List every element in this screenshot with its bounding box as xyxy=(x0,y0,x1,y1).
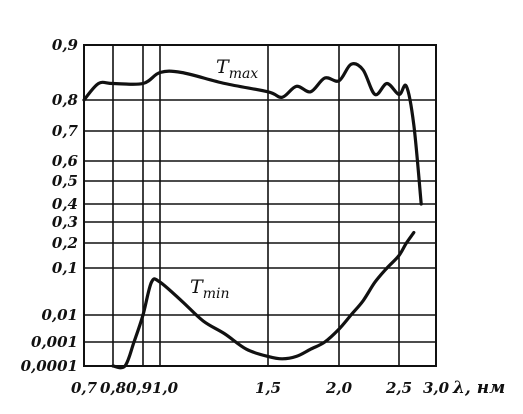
series-label-tmax: Tmax xyxy=(216,56,258,82)
grid xyxy=(83,44,437,367)
y-tick-label: 0,0001 xyxy=(21,357,78,375)
y-tick-label: 0,8 xyxy=(52,91,79,109)
y-tick-label: 0,2 xyxy=(52,234,78,252)
y-tick-label: 0,4 xyxy=(52,195,78,213)
x-tick-labels: 0,7 0,8 0,9 1,0 1,5 2,0 2,5 3,0 xyxy=(71,379,450,397)
y-tick-label: 0,3 xyxy=(52,213,78,231)
y-tick-labels: 0,0001 0,001 0,01 0,1 0,2 0,30,4 0,5 0,6 0,7 0,8 0… xyxy=(21,36,79,375)
x-tick-label: 1,5 xyxy=(255,379,281,397)
y-tick-label: 0,01 xyxy=(41,306,78,324)
y-tick-label: 0,6 xyxy=(52,152,79,170)
x-tick-label: 0,9 xyxy=(126,379,153,397)
curves xyxy=(82,62,423,370)
x-tick-label: 2,5 xyxy=(385,379,412,397)
x-axis-label: λ, нм xyxy=(452,378,505,398)
series-line-tmin xyxy=(111,230,416,370)
x-tick-label: 2,0 xyxy=(325,379,353,397)
y-tick-label: 0,7 xyxy=(52,122,79,140)
series-label-tmin: Tmin xyxy=(190,276,229,302)
y-tick-label: 0,9 xyxy=(52,36,79,54)
y-tick-label: 0,5 xyxy=(52,172,78,190)
x-tick-label: 3,0 xyxy=(423,379,450,397)
plot-frame xyxy=(83,44,437,367)
series-line-tmax xyxy=(82,62,423,206)
y-tick-label: 0,001 xyxy=(31,333,78,351)
x-tick-label: 0,8 xyxy=(100,379,127,397)
y-tick-label: 0,1 xyxy=(52,259,78,277)
x-tick-label: 1,0 xyxy=(152,379,179,397)
x-tick-label: 0,7 xyxy=(71,379,98,397)
